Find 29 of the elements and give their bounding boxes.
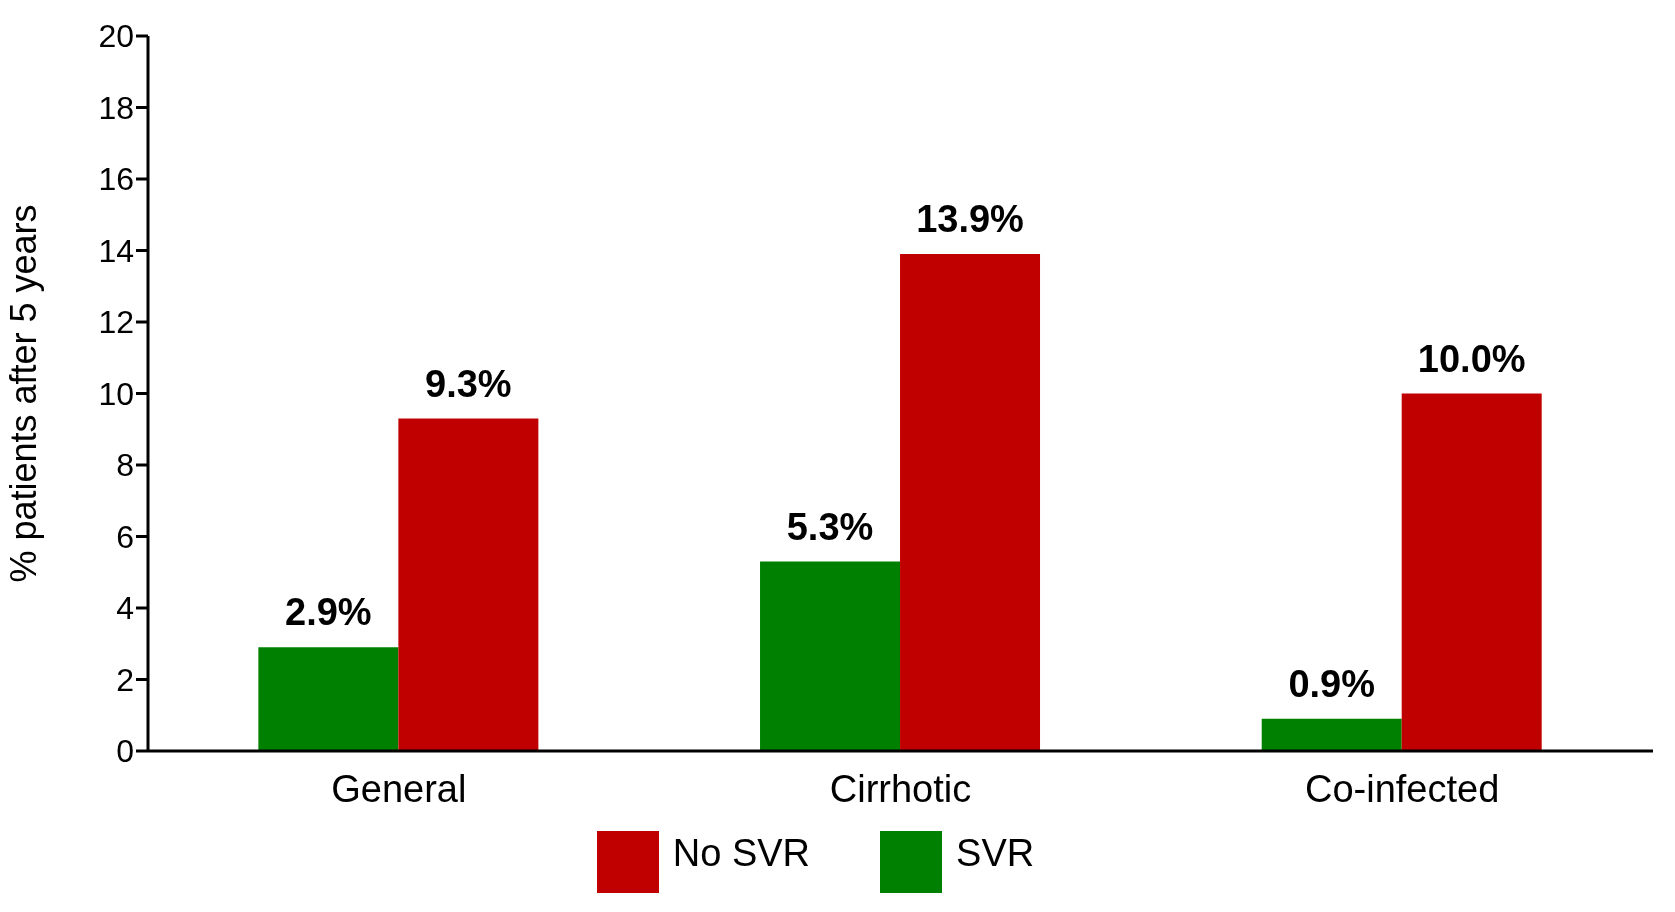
y-tick-label: 0 bbox=[116, 733, 134, 770]
data-label: 2.9% bbox=[285, 591, 372, 634]
y-tick-label: 12 bbox=[98, 304, 134, 341]
y-tick-label: 8 bbox=[116, 447, 134, 484]
bar bbox=[760, 561, 901, 751]
legend-label: SVR bbox=[956, 832, 1035, 875]
y-tick-label: 10 bbox=[98, 375, 134, 412]
y-tick-label: 2 bbox=[116, 661, 134, 698]
y-tick-label: 20 bbox=[98, 18, 134, 55]
x-tick-label: Cirrhotic bbox=[829, 767, 972, 810]
x-tick-label: Co-infected bbox=[1305, 767, 1500, 810]
bar bbox=[1401, 393, 1542, 751]
data-label: 10.0% bbox=[1417, 337, 1526, 380]
data-label: 5.3% bbox=[786, 505, 874, 548]
y-axis-title: % patients after 5 years bbox=[2, 204, 44, 583]
bar bbox=[900, 254, 1041, 751]
data-label: 13.9% bbox=[916, 198, 1024, 241]
legend-label: No SVR bbox=[672, 832, 811, 875]
y-tick-label: 4 bbox=[116, 590, 134, 627]
data-label: 9.3% bbox=[425, 362, 512, 405]
bar bbox=[1261, 718, 1402, 751]
y-tick-label: 6 bbox=[116, 518, 134, 555]
y-tick-label: 16 bbox=[98, 161, 134, 198]
x-tick-label: General bbox=[331, 767, 467, 810]
bar bbox=[258, 647, 399, 751]
y-tick-label: 14 bbox=[98, 232, 134, 269]
data-label: 0.9% bbox=[1288, 662, 1376, 705]
bar bbox=[398, 418, 539, 751]
y-tick-label: 18 bbox=[98, 89, 134, 126]
